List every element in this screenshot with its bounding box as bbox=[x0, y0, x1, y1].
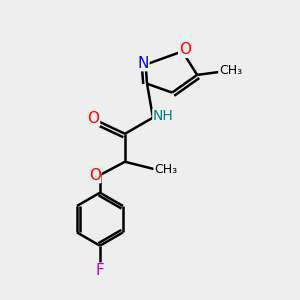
Text: O: O bbox=[88, 111, 100, 126]
Text: O: O bbox=[179, 42, 191, 57]
Text: NH: NH bbox=[153, 109, 174, 123]
Text: CH₃: CH₃ bbox=[219, 64, 242, 77]
Text: CH₃: CH₃ bbox=[154, 163, 177, 176]
Text: F: F bbox=[96, 263, 104, 278]
Text: N: N bbox=[137, 56, 149, 70]
Text: O: O bbox=[88, 167, 101, 182]
